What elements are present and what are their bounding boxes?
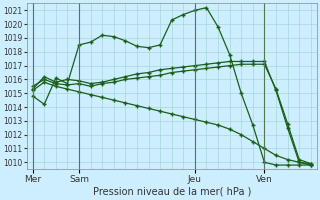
X-axis label: Pression niveau de la mer( hPa ): Pression niveau de la mer( hPa ) — [92, 187, 251, 197]
